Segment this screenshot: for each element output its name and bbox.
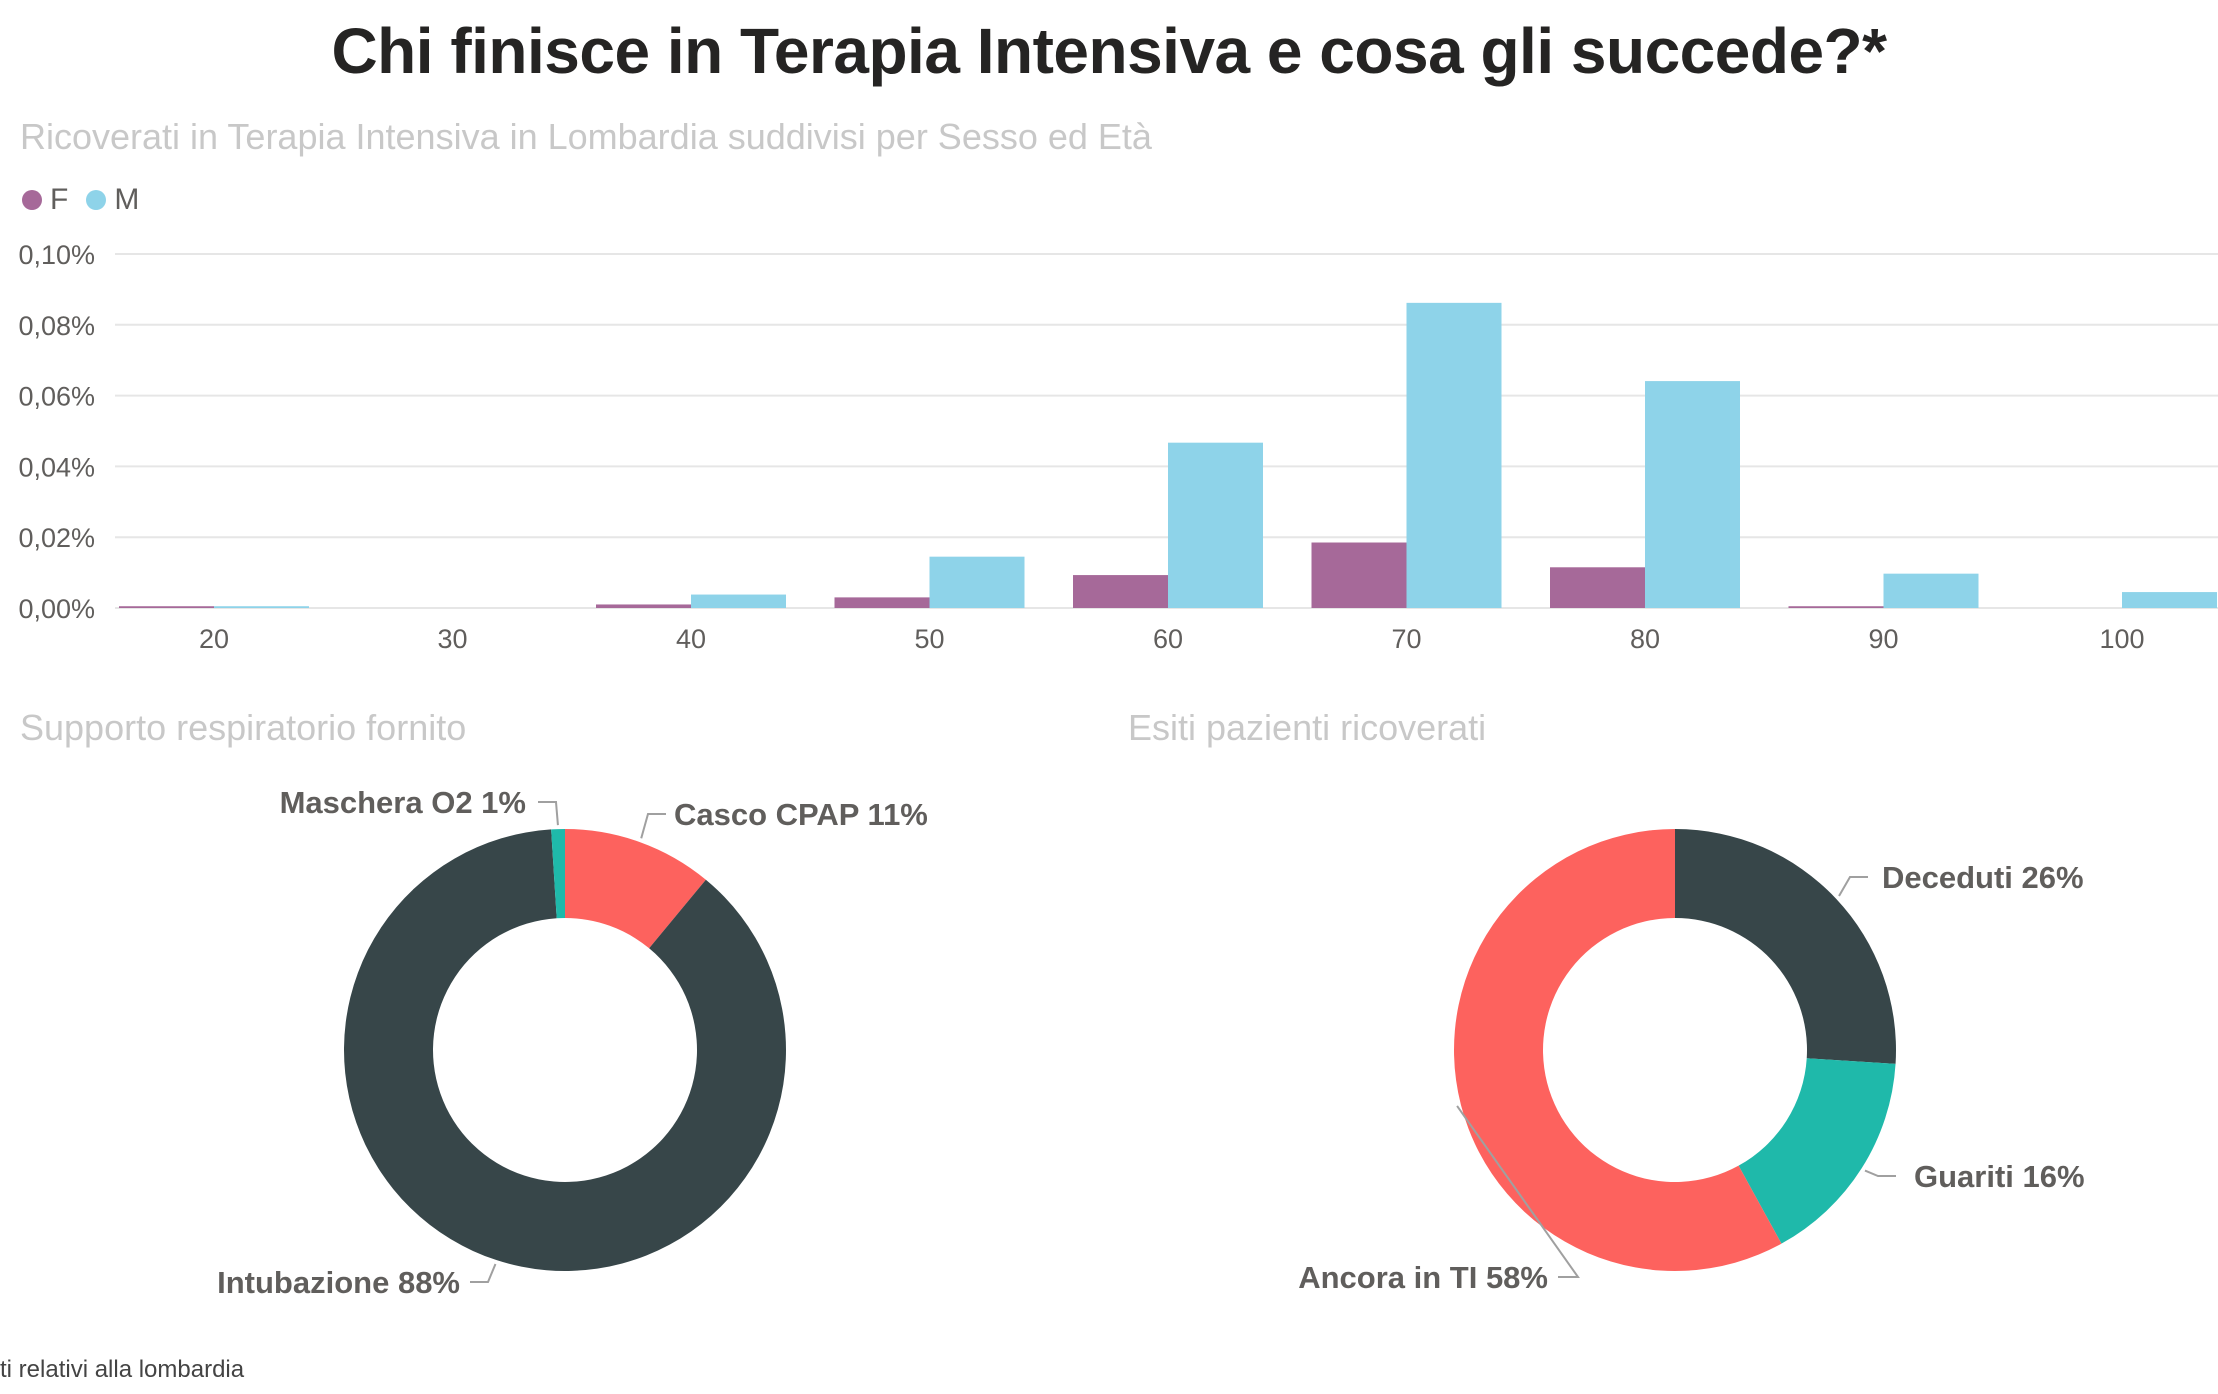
leader-line — [470, 1263, 497, 1283]
leader-line — [1456, 1105, 1580, 1278]
footnote: ti relativi alla lombardia — [0, 1356, 245, 1383]
right-slice-label: Ancora in TI 58% — [1298, 1260, 1548, 1295]
left-slice-maschera-o2[interactable] — [551, 829, 565, 919]
leader-line — [1864, 1169, 1896, 1177]
bar-m-60[interactable] — [1168, 442, 1263, 608]
x-tick-label: 70 — [1391, 624, 1421, 654]
x-tick-label: 100 — [2099, 624, 2144, 654]
right-slice-ancora-in-ti[interactable] — [1454, 829, 1782, 1271]
leader-line — [1838, 876, 1868, 897]
legend-item-m[interactable]: M — [86, 183, 139, 217]
bar-f-90[interactable] — [1788, 606, 1884, 608]
bar-chart-legend[interactable]: F M — [22, 183, 149, 217]
bar-m-20[interactable] — [214, 606, 309, 608]
leader-line — [538, 801, 559, 826]
x-tick-label: 30 — [437, 624, 467, 654]
legend-label-f: F — [50, 183, 69, 216]
legend-dot-m — [86, 190, 107, 210]
bar-f-50[interactable] — [834, 597, 930, 608]
right-slice-deceduti[interactable] — [1675, 829, 1896, 1064]
bar-m-80[interactable] — [1645, 381, 1740, 608]
bar-f-80[interactable] — [1550, 567, 1645, 608]
bar-f-20[interactable] — [119, 606, 214, 608]
legend-item-f[interactable]: F — [22, 183, 68, 217]
x-tick-label: 90 — [1868, 624, 1898, 654]
x-tick-label: 40 — [676, 624, 706, 654]
x-tick-label: 20 — [199, 624, 229, 654]
y-tick-label: 0,02% — [18, 523, 95, 553]
bar-chart-subtitle: Ricoverati in Terapia Intensiva in Lomba… — [20, 116, 1152, 157]
legend-label-m: M — [114, 183, 140, 216]
x-tick-label: 50 — [914, 624, 944, 654]
left-slice-label: Maschera O2 1% — [280, 785, 526, 820]
bar-m-70[interactable] — [1406, 302, 1502, 608]
page-title: Chi finisce in Terapia Intensiva e cosa … — [331, 15, 1887, 87]
bar-f-70[interactable] — [1311, 542, 1407, 608]
left-slice-casco-cpap[interactable] — [565, 829, 706, 949]
bar-m-100[interactable] — [2122, 592, 2217, 608]
y-tick-label: 0,00% — [18, 594, 95, 624]
right-slice-label: Guariti 16% — [1914, 1159, 2085, 1194]
bar-f-40[interactable] — [596, 604, 691, 608]
left-slice-intubazione[interactable] — [344, 829, 787, 1271]
donut-right-subtitle: Esiti pazienti ricoverati — [1128, 707, 1487, 748]
right-slice-guariti[interactable] — [1738, 1058, 1896, 1244]
bar-m-40[interactable] — [691, 594, 786, 608]
bar-m-90[interactable] — [1883, 573, 1979, 608]
leader-line — [640, 813, 666, 839]
y-tick-label: 0,06% — [18, 382, 95, 412]
y-tick-label: 0,10% — [18, 240, 95, 270]
x-tick-label: 60 — [1153, 624, 1183, 654]
bar-f-60[interactable] — [1073, 575, 1168, 608]
right-slice-label: Deceduti 26% — [1882, 860, 2084, 895]
left-slice-label: Intubazione 88% — [217, 1265, 460, 1300]
y-tick-label: 0,04% — [18, 452, 95, 482]
donut-chart-respiratory-support[interactable]: Casco CPAP 11% Intubazione 88% Maschera O2… — [0, 770, 1100, 1330]
left-slice-label: Casco CPAP 11% — [674, 797, 928, 832]
legend-dot-f — [22, 190, 42, 210]
y-tick-label: 0,08% — [18, 311, 95, 341]
donut-left-subtitle: Supporto respiratorio fornito — [20, 707, 467, 748]
bar-chart[interactable]: 0,00% 0,02% 0,04% 0,06% 0,08% 0,10% 20 30 40 50 60… — [0, 230, 2218, 790]
bar-m-50[interactable] — [929, 556, 1025, 608]
x-tick-label: 80 — [1630, 624, 1660, 654]
donut-chart-patient-outcomes[interactable]: Deceduti 26% Guariti 16% Ancora in TI 58% — [1108, 770, 2218, 1330]
